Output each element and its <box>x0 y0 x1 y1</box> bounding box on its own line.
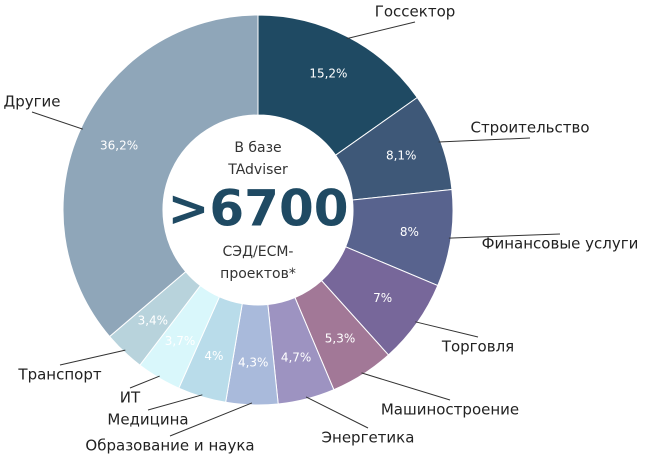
value-label: 7% <box>373 291 392 305</box>
value-label: 8,1% <box>386 149 417 163</box>
leader-line <box>448 233 561 239</box>
leader-line <box>129 375 160 389</box>
leader-line <box>147 394 203 411</box>
category-label: Торговля <box>441 338 514 356</box>
leader-line <box>59 349 126 366</box>
leader-line <box>305 396 369 429</box>
leader-line <box>361 372 451 401</box>
value-label: 3,4% <box>138 314 169 328</box>
value-label: 36,2% <box>100 138 138 152</box>
category-label: Образование и наука <box>85 437 254 455</box>
value-label: 8% <box>400 225 419 239</box>
category-label: ИТ <box>120 389 141 407</box>
value-label: 3,7% <box>165 334 196 348</box>
center-text: TAdviser <box>227 162 288 178</box>
value-label: 15,2% <box>309 67 347 81</box>
category-label: Транспорт <box>17 366 101 384</box>
leader-line <box>346 21 416 40</box>
category-label: Строительство <box>470 119 589 137</box>
leader-line <box>438 137 531 143</box>
center-text: >6700 <box>167 180 348 238</box>
leader-line <box>31 111 83 130</box>
center-text: проектов* <box>220 266 296 282</box>
value-label: 4,3% <box>238 355 269 369</box>
value-label: 4,7% <box>281 351 312 365</box>
category-label: Энергетика <box>322 429 415 447</box>
leader-line <box>415 321 479 338</box>
center-hole <box>163 115 353 305</box>
category-label: Госсектор <box>375 3 456 21</box>
category-label: Другие <box>4 93 61 111</box>
value-label: 4% <box>204 349 223 363</box>
center-text: В базе <box>234 140 281 156</box>
category-label: Медицина <box>107 411 188 429</box>
slice <box>62 14 259 338</box>
value-label: 5,3% <box>325 332 356 346</box>
category-label: Машиностроение <box>381 401 519 419</box>
leader-line <box>169 402 253 437</box>
category-label: Финансовые услуги <box>482 235 639 253</box>
center-text: СЭД/ECM- <box>223 244 294 260</box>
